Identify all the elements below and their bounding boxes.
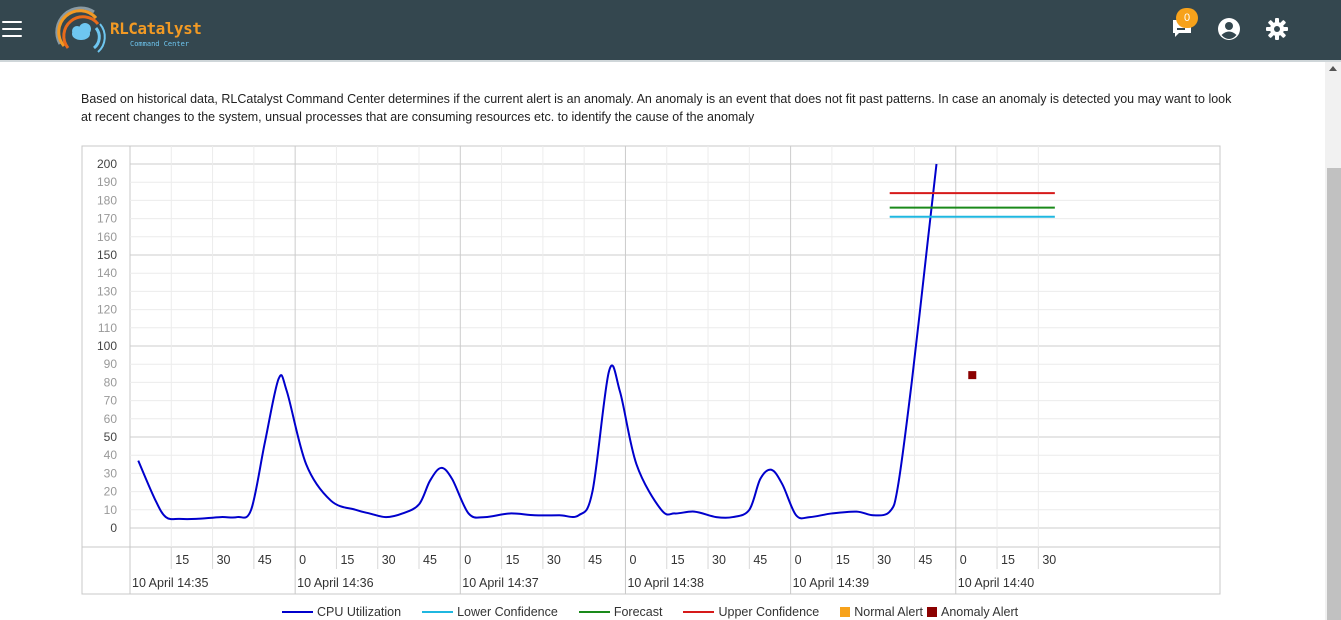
y-tick-label: 90 <box>104 357 118 371</box>
x-tick-label: 0 <box>464 553 471 567</box>
x-tick-label: 0 <box>629 553 636 567</box>
y-tick-label: 120 <box>97 303 117 317</box>
y-tick-label: 10 <box>104 503 118 517</box>
legend-label: CPU Utilization <box>317 604 402 619</box>
legend-item[interactable]: Forecast <box>578 604 663 619</box>
x-major-label: 10 April 14:40 <box>958 576 1034 590</box>
y-tick-label: 20 <box>104 485 118 499</box>
legend-item[interactable]: CPU Utilization <box>282 605 401 619</box>
y-tick-label: 80 <box>104 375 118 389</box>
x-major-label: 10 April 14:35 <box>132 576 208 590</box>
x-tick-label: 0 <box>960 553 967 567</box>
y-tick-label: 40 <box>104 448 118 462</box>
x-tick-label: 45 <box>423 553 437 567</box>
y-tick-label: 190 <box>97 175 117 189</box>
legend-item[interactable]: Normal Alert <box>840 605 923 619</box>
x-tick-label: 30 <box>877 553 891 567</box>
logo-title: RLCatalyst <box>110 19 202 38</box>
legend-swatch <box>840 607 851 618</box>
legend-label: Anomaly Alert <box>941 604 1019 619</box>
legend-item[interactable]: Lower Confidence <box>422 605 558 619</box>
legend-label: Normal Alert <box>854 604 924 619</box>
x-tick-label: 15 <box>506 553 520 567</box>
x-tick-label: 45 <box>918 553 932 567</box>
chart-legend: CPU Utilization Lower Confidence Forecast U… <box>282 604 1022 620</box>
settings-icon[interactable] <box>1264 16 1290 42</box>
y-tick-label: 110 <box>98 321 117 335</box>
y-tick-label: 70 <box>104 394 118 408</box>
legend-label: Upper Confidence <box>718 604 820 619</box>
y-tick-label: 50 <box>104 430 118 444</box>
y-tick-label: 180 <box>97 193 117 207</box>
x-major-label: 10 April 14:39 <box>793 576 869 590</box>
anomaly-description: Based on historical data, RLCatalyst Com… <box>81 92 1232 124</box>
x-tick-label: 15 <box>1001 553 1015 567</box>
logo[interactable]: RLCatalyst Command Center <box>54 4 214 56</box>
x-tick-label: 0 <box>795 553 802 567</box>
y-tick-label: 140 <box>97 266 117 280</box>
legend-swatch <box>683 611 715 614</box>
y-tick-label: 200 <box>97 157 117 171</box>
x-tick-label: 30 <box>382 553 396 567</box>
legend-label: Lower Confidence <box>457 604 558 619</box>
x-major-label: 10 April 14:36 <box>297 576 373 590</box>
scrollbar-thumb[interactable] <box>1327 168 1341 620</box>
y-tick-label: 0 <box>110 521 117 535</box>
logo-mark-icon <box>55 6 106 53</box>
series-cpu-utilization <box>137 163 938 521</box>
x-tick-label: 15 <box>340 553 354 567</box>
chart-frame <box>81 145 1221 595</box>
x-tick-label: 15 <box>671 553 685 567</box>
legend-item[interactable]: Anomaly Alert <box>927 605 1018 619</box>
account-icon[interactable] <box>1216 16 1242 42</box>
scroll-up-arrow-icon[interactable] <box>1329 66 1337 71</box>
y-tick-label: 100 <box>97 339 117 353</box>
x-tick-label: 30 <box>1042 553 1056 567</box>
x-tick-label: 45 <box>588 553 602 567</box>
y-tick-label: 30 <box>104 466 118 480</box>
x-tick-label: 15 <box>175 553 189 567</box>
anomaly-alert-marker <box>968 371 977 380</box>
x-tick-label: 0 <box>299 553 306 567</box>
x-tick-label: 45 <box>258 553 272 567</box>
y-tick-label: 160 <box>97 230 117 244</box>
top-bar: RLCatalyst Command Center 0 <box>0 0 1341 62</box>
x-tick-label: 30 <box>547 553 561 567</box>
menu-icon[interactable] <box>2 21 22 37</box>
x-major-label: 10 April 14:37 <box>462 576 538 590</box>
legend-label: Forecast <box>613 604 663 619</box>
y-tick-label: 170 <box>97 212 117 226</box>
legend-item[interactable]: Upper Confidence <box>683 605 819 619</box>
x-tick-label: 30 <box>217 553 231 567</box>
x-tick-label: 45 <box>753 553 767 567</box>
legend-swatch <box>422 611 454 614</box>
y-tick-label: 130 <box>97 284 117 298</box>
x-tick-label: 15 <box>836 553 850 567</box>
notification-badge: 0 <box>1176 8 1198 28</box>
y-tick-label: 60 <box>104 412 118 426</box>
logo-subtitle: Command Center <box>130 40 190 48</box>
x-tick-label: 30 <box>712 553 726 567</box>
legend-swatch <box>282 611 313 614</box>
x-major-label: 10 April 14:38 <box>627 576 703 590</box>
legend-swatch <box>927 607 938 618</box>
y-tick-label: 150 <box>97 248 117 262</box>
legend-swatch <box>578 611 610 614</box>
